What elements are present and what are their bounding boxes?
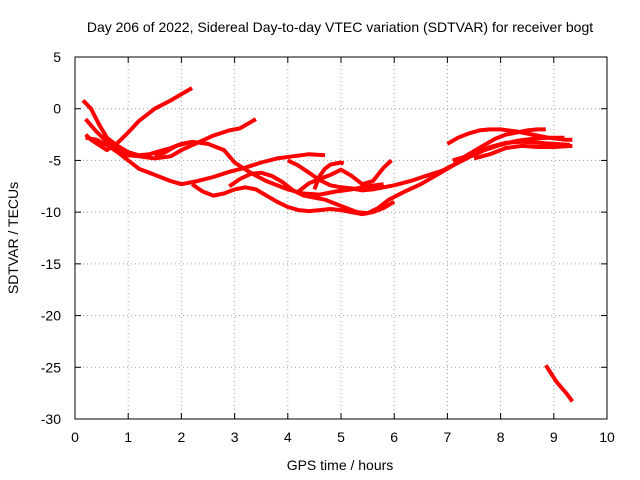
sdtvar-series-5	[154, 139, 384, 197]
sdtvar-series-12	[452, 127, 546, 163]
x-tick-label: 5	[337, 429, 345, 445]
x-tick-label: 4	[284, 429, 292, 445]
x-tick-label: 10	[599, 429, 615, 445]
sdtvar-series-3	[84, 117, 257, 161]
y-tick-label: -10	[41, 204, 61, 220]
x-tick-label: 7	[444, 429, 452, 445]
x-tick-label: 6	[390, 429, 398, 445]
x-tick-label: 8	[497, 429, 505, 445]
data-series	[81, 86, 575, 403]
x-tick-label: 1	[124, 429, 132, 445]
x-tick-label: 9	[550, 429, 558, 445]
y-tick-label: 5	[53, 49, 61, 65]
y-tick-label: -5	[49, 152, 62, 168]
sdtvar-series-1	[84, 86, 194, 153]
y-tick-label: -30	[41, 411, 61, 427]
sdtvar-series-4	[85, 135, 326, 187]
x-tick-label: 3	[231, 429, 239, 445]
sdtvar-series-11	[446, 127, 573, 146]
x-tick-label: 0	[71, 429, 79, 445]
sdtvar-series-10	[312, 160, 345, 191]
y-tick-label: -25	[41, 359, 61, 375]
chart-title: Day 206 of 2022, Sidereal Day-to-day VTE…	[87, 19, 593, 35]
y-axis-label: SDTVAR / TECUs	[5, 182, 21, 294]
sdtvar-series-8	[286, 139, 570, 193]
sdtvar-series-9	[297, 158, 393, 194]
y-tick-label: -20	[41, 308, 61, 324]
grid-lines	[75, 57, 607, 419]
sdtvar-series-13	[473, 143, 573, 161]
sdtvar-series-14	[544, 364, 575, 403]
axis-ticks: 0 1 2 3 4 5 6 7 8 9 10 5 0 -5 -10 -15 -20 -25 -30	[41, 49, 615, 445]
x-axis-label: GPS time / hours	[287, 457, 394, 473]
y-tick-label: -15	[41, 256, 61, 272]
x-tick-label: 2	[178, 429, 186, 445]
y-tick-label: 0	[53, 101, 61, 117]
